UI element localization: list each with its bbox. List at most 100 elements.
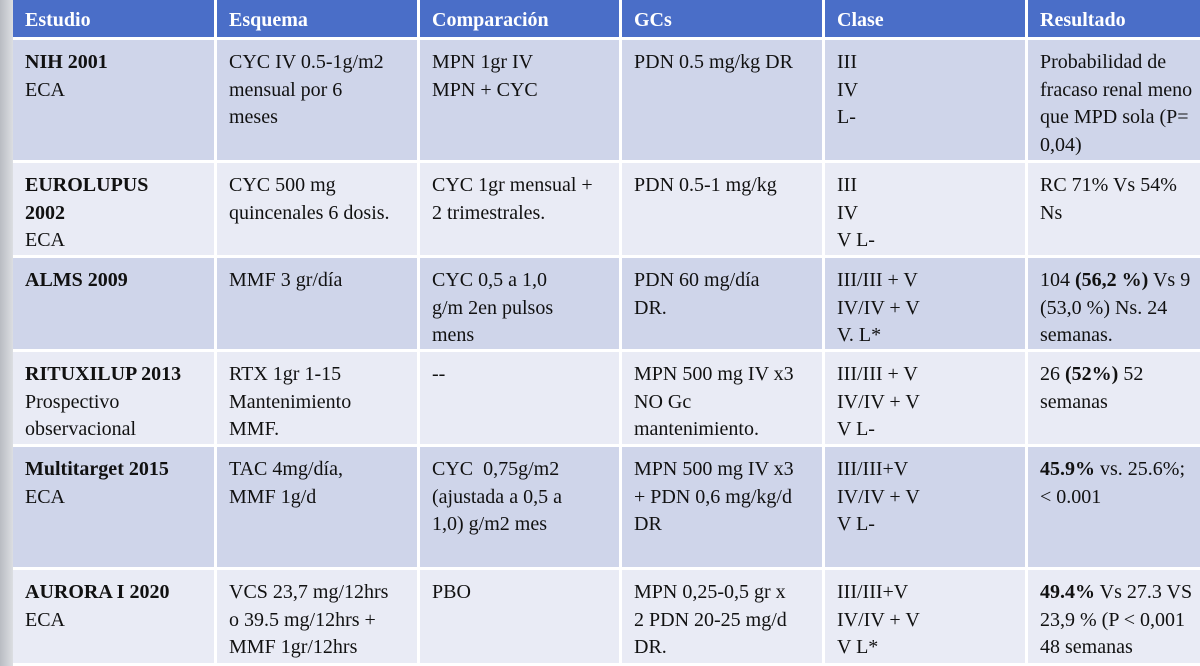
cell-line: semanas: [1040, 390, 1108, 413]
cell-line: V. L*: [837, 324, 882, 346]
table-cell: AURORA I 2020 ECA: [13, 570, 217, 666]
table-cell: RC 71% Vs 54% Ns: [1028, 163, 1200, 258]
cell-line: (ajustada a 0,5 a: [432, 485, 562, 508]
cell-line: RC 71% Vs 54%: [1040, 174, 1177, 196]
cell-line: 104 (56,2 %) Vs 9: [1040, 267, 1200, 295]
text-segment: 26: [1040, 363, 1065, 385]
header-cell: Clase: [825, 0, 1028, 40]
cell-line: III/III + V: [837, 363, 918, 385]
cell-line: mensual por 6: [229, 78, 343, 101]
cell-line: Ns: [1040, 201, 1063, 224]
cell-line: 2 PDN 20-25 mg/d: [634, 608, 787, 631]
cell-line: MMF 1gr/12hrs: [229, 636, 358, 658]
text-segment: AURORA I 2020: [25, 581, 170, 603]
table-cell: III/III+V IV/IV + V V L-: [825, 447, 1028, 570]
cell-line: observacional: [25, 418, 137, 440]
table-cell: VCS 23,7 mg/12hrs o 39.5 mg/12hrs + MMF 1g…: [217, 570, 420, 666]
cell-line: MPN 1gr IV: [432, 51, 534, 73]
cell-line: DR: [634, 513, 662, 535]
table-cell: CYC IV 0.5-1g/m2 mensual por 6 meses: [217, 40, 420, 163]
header-cell: Comparación: [420, 0, 622, 40]
cell-line: III: [837, 174, 857, 196]
text-segment: (56,2 %): [1075, 269, 1149, 291]
table-cell: CYC 0,75g/m2 (ajustada a 0,5 a 1,0) g/m2 m…: [420, 447, 622, 570]
cell-line: IV/IV + V: [837, 296, 920, 319]
cell-line: MMF 3 gr/día: [229, 269, 343, 291]
cell-line: MMF 1g/d: [229, 485, 317, 508]
cell-line: CYC 0,75g/m2: [432, 458, 560, 480]
cell-line: V L*: [837, 636, 879, 658]
table-cell: MPN 500 mg IV x3 NO Gc mantenimiento.: [622, 352, 825, 447]
cell-line: MPN 0,25-0,5 gr x: [634, 581, 786, 603]
cell-line: mens: [432, 324, 475, 346]
cell-line: IV/IV + V: [837, 485, 920, 508]
table-cell: III IV L-: [825, 40, 1028, 163]
table-cell: 45.9% vs. 25.6%; < 0.001: [1028, 447, 1200, 570]
cell-line: CYC 1gr mensual +: [432, 174, 593, 196]
cell-line: mantenimiento.: [634, 418, 759, 440]
cell-line: III: [837, 51, 857, 73]
cell-line: ALMS 2009: [25, 267, 214, 295]
cell-line: DR.: [634, 296, 667, 319]
cell-line: CYC 500 mg: [229, 174, 336, 196]
cell-line: 2002: [25, 200, 214, 228]
cell-line: semanas.: [1040, 324, 1113, 346]
table-cell: RITUXILUP 2013 Prospectivo observacional: [13, 352, 217, 447]
table-cell: TAC 4mg/día, MMF 1g/d: [217, 447, 420, 570]
cell-line: 23,9 % (P < 0,001: [1040, 608, 1185, 631]
cell-line: Prospectivo: [25, 390, 120, 413]
cell-line: PDN 0.5 mg/kg DR: [634, 51, 793, 73]
table-cell: MMF 3 gr/día: [217, 258, 420, 352]
cell-line: V L-: [837, 513, 875, 535]
cell-line: RITUXILUP 2013: [25, 361, 214, 389]
table-cell: 49.4% Vs 27.3 VS 23,9 % (P < 0,001 48 sema…: [1028, 570, 1200, 666]
cell-line: 2 trimestrales.: [432, 201, 546, 224]
table-cell: III/III + V IV/IV + V V L-: [825, 352, 1028, 447]
table-cell: ALMS 2009: [13, 258, 217, 352]
cell-line: CYC 0,5 a 1,0: [432, 269, 547, 291]
table-cell: 104 (56,2 %) Vs 9 (53,0 %) Ns. 24 semanas.: [1028, 258, 1200, 352]
cell-line: MPN 500 mg IV x3: [634, 363, 794, 385]
cell-line: CYC IV 0.5-1g/m2: [229, 51, 384, 73]
table-cell: CYC 500 mg quincenales 6 dosis.: [217, 163, 420, 258]
cell-line: g/m 2en pulsos: [432, 296, 554, 319]
cell-line: MMF.: [229, 418, 280, 440]
cell-line: IV/IV + V: [837, 390, 920, 413]
cell-line: NO Gc: [634, 390, 692, 413]
cell-line: 1,0) g/m2 mes: [432, 513, 547, 535]
table-cell: NIH 2001 ECA: [13, 40, 217, 163]
cell-line: meses: [229, 106, 278, 128]
cell-line: 48 semanas: [1040, 636, 1133, 658]
table-cell: CYC 1gr mensual + 2 trimestrales.: [420, 163, 622, 258]
table-cell: RTX 1gr 1-15 Mantenimiento MMF.: [217, 352, 420, 447]
text-segment: Vs 9: [1148, 269, 1191, 291]
cell-line: PDN 0.5-1 mg/kg: [634, 174, 777, 196]
text-segment: (52%): [1065, 363, 1119, 385]
cell-line: III/III+V: [837, 458, 909, 480]
table: Estudio Esquema Comparación GCs Clase Resulta…: [13, 0, 1200, 666]
cell-line: Multitarget 2015: [25, 456, 214, 484]
table-cell: Probabilidad de fracaso renal meno que MPD…: [1028, 40, 1200, 163]
cell-line: que MPD sola (P=: [1040, 106, 1189, 128]
header-cell: Resultado: [1028, 0, 1200, 40]
table-cell: MPN 500 mg IV x3 + PDN 0,6 mg/kg/d DR: [622, 447, 825, 570]
cell-line: RTX 1gr 1-15: [229, 363, 342, 385]
cell-line: MPN 500 mg IV x3: [634, 458, 794, 480]
text-segment: Vs 27.3 VS: [1095, 581, 1193, 603]
table-cell: MPN 0,25-0,5 gr x 2 PDN 20-25 mg/d DR.: [622, 570, 825, 666]
cell-line: ECA: [25, 78, 65, 101]
cell-line: III/III+V: [837, 581, 909, 603]
cell-line: MPN + CYC: [432, 78, 538, 101]
cell-line: TAC 4mg/día,: [229, 458, 343, 480]
left-edge: [0, 0, 13, 666]
cell-line: DR.: [634, 636, 667, 658]
text-segment: NIH 2001: [25, 51, 108, 73]
cell-line: PBO: [432, 581, 471, 603]
text-segment: Multitarget 2015: [25, 458, 169, 480]
cell-line: Mantenimiento: [229, 390, 352, 413]
table-cell: EUROLUPUS 2002 ECA: [13, 163, 217, 258]
text-segment: 49.4%: [1040, 581, 1095, 603]
cell-line: ECA: [25, 229, 65, 251]
cell-line: EUROLUPUS: [25, 172, 214, 200]
header-cell: Estudio: [13, 0, 217, 40]
